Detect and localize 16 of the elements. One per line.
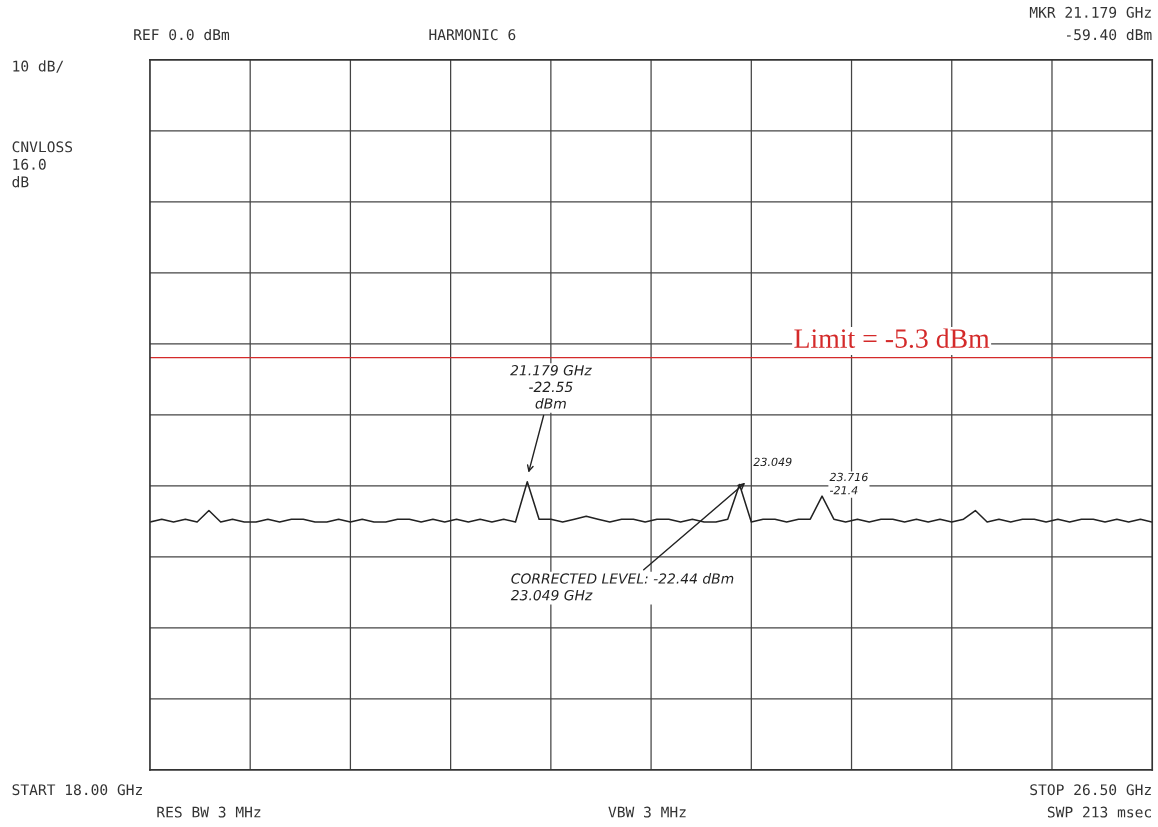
text: 10 dB/	[13, 60, 64, 73]
text: START 18.00 GHz	[12, 784, 142, 796]
text: RES BW 3 MHz	[157, 806, 261, 818]
text: HARMONIC 6	[429, 29, 516, 41]
text: Limit = -5.3 dBm	[794, 328, 990, 349]
text: VBW 3 MHz	[608, 806, 686, 818]
text: 21.179 GHz -22.55 dBm	[510, 364, 592, 409]
text: SWP 213 msec	[1047, 806, 1151, 818]
annotation: 23.716 -21.4	[829, 472, 868, 495]
text: 23.049	[753, 457, 792, 467]
text: -59.40 dBm	[1066, 28, 1152, 41]
text: MKR 21.179 GHz	[1029, 6, 1151, 18]
text: CNVLOSS 16.0 dB	[12, 141, 73, 188]
text: STOP 26.50 GHz	[1030, 784, 1151, 796]
annotation: CORRECTED LEVEL: -22.44 dBm 23.049 GHz	[510, 573, 734, 601]
text: REF 0.0 dBm	[134, 28, 230, 41]
